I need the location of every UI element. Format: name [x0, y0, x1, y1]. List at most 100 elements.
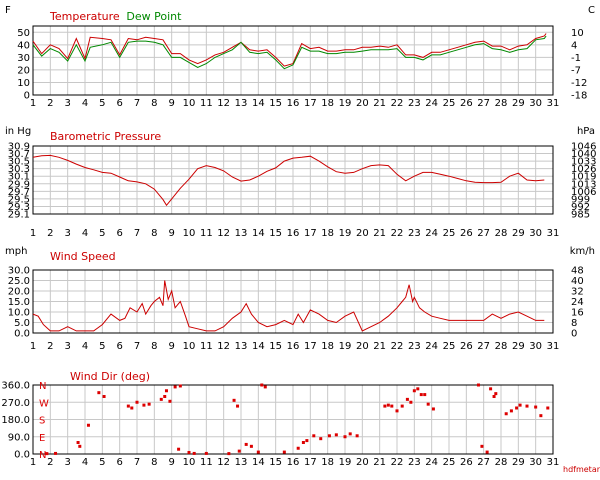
scatter-point — [515, 406, 519, 410]
x-tick-label: 1 — [30, 228, 36, 239]
chart-title: Dew Point — [126, 10, 182, 23]
scatter-point — [142, 403, 146, 407]
right-unit-label: hPa — [577, 126, 595, 137]
x-tick-label: 30 — [529, 341, 542, 352]
x-tick-label: 22 — [391, 457, 404, 468]
x-tick-label: 13 — [235, 341, 248, 352]
x-tick-label: 26 — [460, 228, 473, 239]
x-tick-label: 17 — [304, 228, 317, 239]
x-tick-label: 6 — [116, 98, 122, 109]
scatter-point — [343, 435, 347, 439]
scatter-point — [386, 403, 390, 407]
x-tick-label: 17 — [304, 98, 317, 109]
scatter-point — [159, 397, 163, 401]
x-tick-label: 19 — [339, 228, 352, 239]
x-tick-label: 7 — [134, 228, 140, 239]
x-tick-label: 14 — [252, 98, 265, 109]
x-tick-label: 21 — [373, 228, 386, 239]
x-tick-label: 18 — [321, 457, 334, 468]
x-tick-label: 29 — [512, 228, 525, 239]
right-tick-label: -18 — [571, 91, 587, 102]
x-tick-label: 19 — [339, 98, 352, 109]
x-tick-label: 6 — [116, 341, 122, 352]
x-tick-label: 15 — [269, 341, 282, 352]
x-tick-label: 17 — [304, 457, 317, 468]
compass-label: E — [39, 433, 45, 444]
scatter-point — [409, 400, 413, 404]
y-tick-label: 30.5 — [8, 157, 30, 168]
x-tick-label: 8 — [151, 98, 157, 109]
x-tick-label: 25 — [443, 341, 456, 352]
x-tick-label: 22 — [391, 98, 404, 109]
x-tick-label: 18 — [321, 228, 334, 239]
x-tick-label: 15 — [269, 457, 282, 468]
x-tick-label: 15 — [269, 228, 282, 239]
scatter-point — [232, 398, 236, 402]
plot-border — [32, 384, 554, 455]
compass-label: W — [39, 398, 49, 409]
scatter-point — [489, 387, 493, 391]
scatter-point — [419, 393, 423, 397]
y-tick-label: 0.0 — [14, 329, 30, 340]
y-tick-label: 5.0 — [14, 318, 30, 329]
y-tick-label: 40 — [17, 40, 30, 51]
x-tick-label: 11 — [200, 457, 213, 468]
x-tick-label: 23 — [408, 341, 421, 352]
x-tick-label: 2 — [47, 457, 53, 468]
x-tick-label: 3 — [64, 228, 70, 239]
x-tick-label: 9 — [168, 457, 174, 468]
scatter-point — [163, 395, 167, 398]
series-line — [32, 154, 545, 207]
x-tick-label: 12 — [217, 457, 230, 468]
scatter-point — [390, 404, 394, 408]
y-tick-label: 0.0 — [14, 450, 30, 461]
x-tick-label: 5 — [99, 457, 105, 468]
x-tick-label: 2 — [47, 341, 53, 352]
right-tick-label: 32 — [571, 287, 584, 298]
scatter-point — [260, 383, 264, 387]
y-tick-label: 10.0 — [8, 308, 30, 319]
plot-border — [32, 25, 554, 96]
x-tick-label: 26 — [460, 341, 473, 352]
scatter-point — [476, 383, 480, 387]
x-tick-label: 29 — [512, 457, 525, 468]
scatter-point — [45, 452, 49, 456]
x-tick-label: 3 — [64, 457, 70, 468]
scatter-point — [405, 397, 409, 401]
right-tick-label: 48 — [571, 266, 584, 277]
x-tick-label: 14 — [252, 457, 265, 468]
right-tick-label: -7 — [571, 65, 581, 76]
x-tick-label: 26 — [460, 457, 473, 468]
scatter-point — [244, 442, 248, 446]
x-tick-label: 22 — [391, 341, 404, 352]
x-tick-label: 25 — [443, 228, 456, 239]
scatter-point — [400, 404, 404, 408]
x-tick-label: 16 — [287, 341, 300, 352]
x-tick-label: 27 — [477, 228, 490, 239]
left-unit-label: in Hg — [5, 126, 31, 137]
scatter-point — [126, 404, 130, 408]
y-tick-label: 15.0 — [8, 297, 30, 308]
compass-label: N — [39, 381, 46, 392]
left-unit-label: F — [5, 5, 11, 16]
series-line — [32, 33, 547, 67]
right-tick-label: 16 — [571, 308, 584, 319]
x-tick-label: 7 — [134, 98, 140, 109]
scatter-point — [383, 404, 387, 408]
right-tick-label: 8 — [571, 318, 577, 329]
x-tick-label: 5 — [99, 98, 105, 109]
right-tick-label: 1040 — [571, 149, 596, 160]
scatter-point — [546, 406, 550, 410]
x-tick-label: 25 — [443, 457, 456, 468]
scatter-point — [305, 439, 309, 443]
x-tick-label: 31 — [547, 457, 560, 468]
right-tick-label: 1033 — [571, 157, 596, 168]
plot-border — [32, 145, 554, 215]
right-tick-label: -12 — [571, 78, 587, 89]
scatter-point — [312, 434, 316, 438]
y-tick-label: 10 — [17, 78, 30, 89]
scatter-point — [485, 450, 489, 454]
x-tick-label: 31 — [547, 228, 560, 239]
x-tick-label: 10 — [183, 98, 196, 109]
